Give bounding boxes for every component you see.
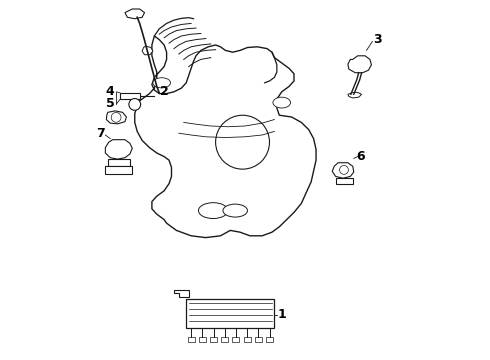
Circle shape — [129, 99, 141, 110]
Text: 4: 4 — [106, 85, 115, 98]
Polygon shape — [266, 337, 273, 342]
Text: 2: 2 — [160, 85, 169, 98]
Polygon shape — [210, 337, 217, 342]
Circle shape — [111, 112, 121, 122]
Polygon shape — [348, 56, 371, 73]
Polygon shape — [106, 111, 126, 124]
Polygon shape — [186, 299, 274, 328]
Polygon shape — [120, 93, 140, 99]
Polygon shape — [105, 140, 132, 159]
Polygon shape — [244, 337, 250, 342]
Circle shape — [340, 166, 348, 174]
Ellipse shape — [223, 204, 247, 217]
Polygon shape — [125, 9, 145, 19]
Text: 6: 6 — [356, 150, 365, 163]
Text: 1: 1 — [277, 309, 286, 321]
Polygon shape — [174, 290, 189, 297]
Ellipse shape — [198, 203, 228, 219]
Polygon shape — [332, 163, 354, 178]
Polygon shape — [199, 337, 206, 342]
Circle shape — [216, 115, 270, 169]
Polygon shape — [188, 337, 195, 342]
Polygon shape — [105, 166, 132, 174]
Text: 5: 5 — [106, 97, 115, 110]
Polygon shape — [221, 337, 228, 342]
Text: 3: 3 — [373, 33, 382, 46]
Polygon shape — [336, 178, 353, 184]
Polygon shape — [232, 337, 239, 342]
Polygon shape — [348, 92, 362, 98]
Ellipse shape — [273, 97, 291, 108]
Polygon shape — [142, 46, 153, 55]
Polygon shape — [255, 337, 262, 342]
Text: 7: 7 — [96, 127, 105, 140]
Polygon shape — [108, 159, 130, 166]
Ellipse shape — [153, 78, 171, 88]
Polygon shape — [135, 36, 316, 238]
